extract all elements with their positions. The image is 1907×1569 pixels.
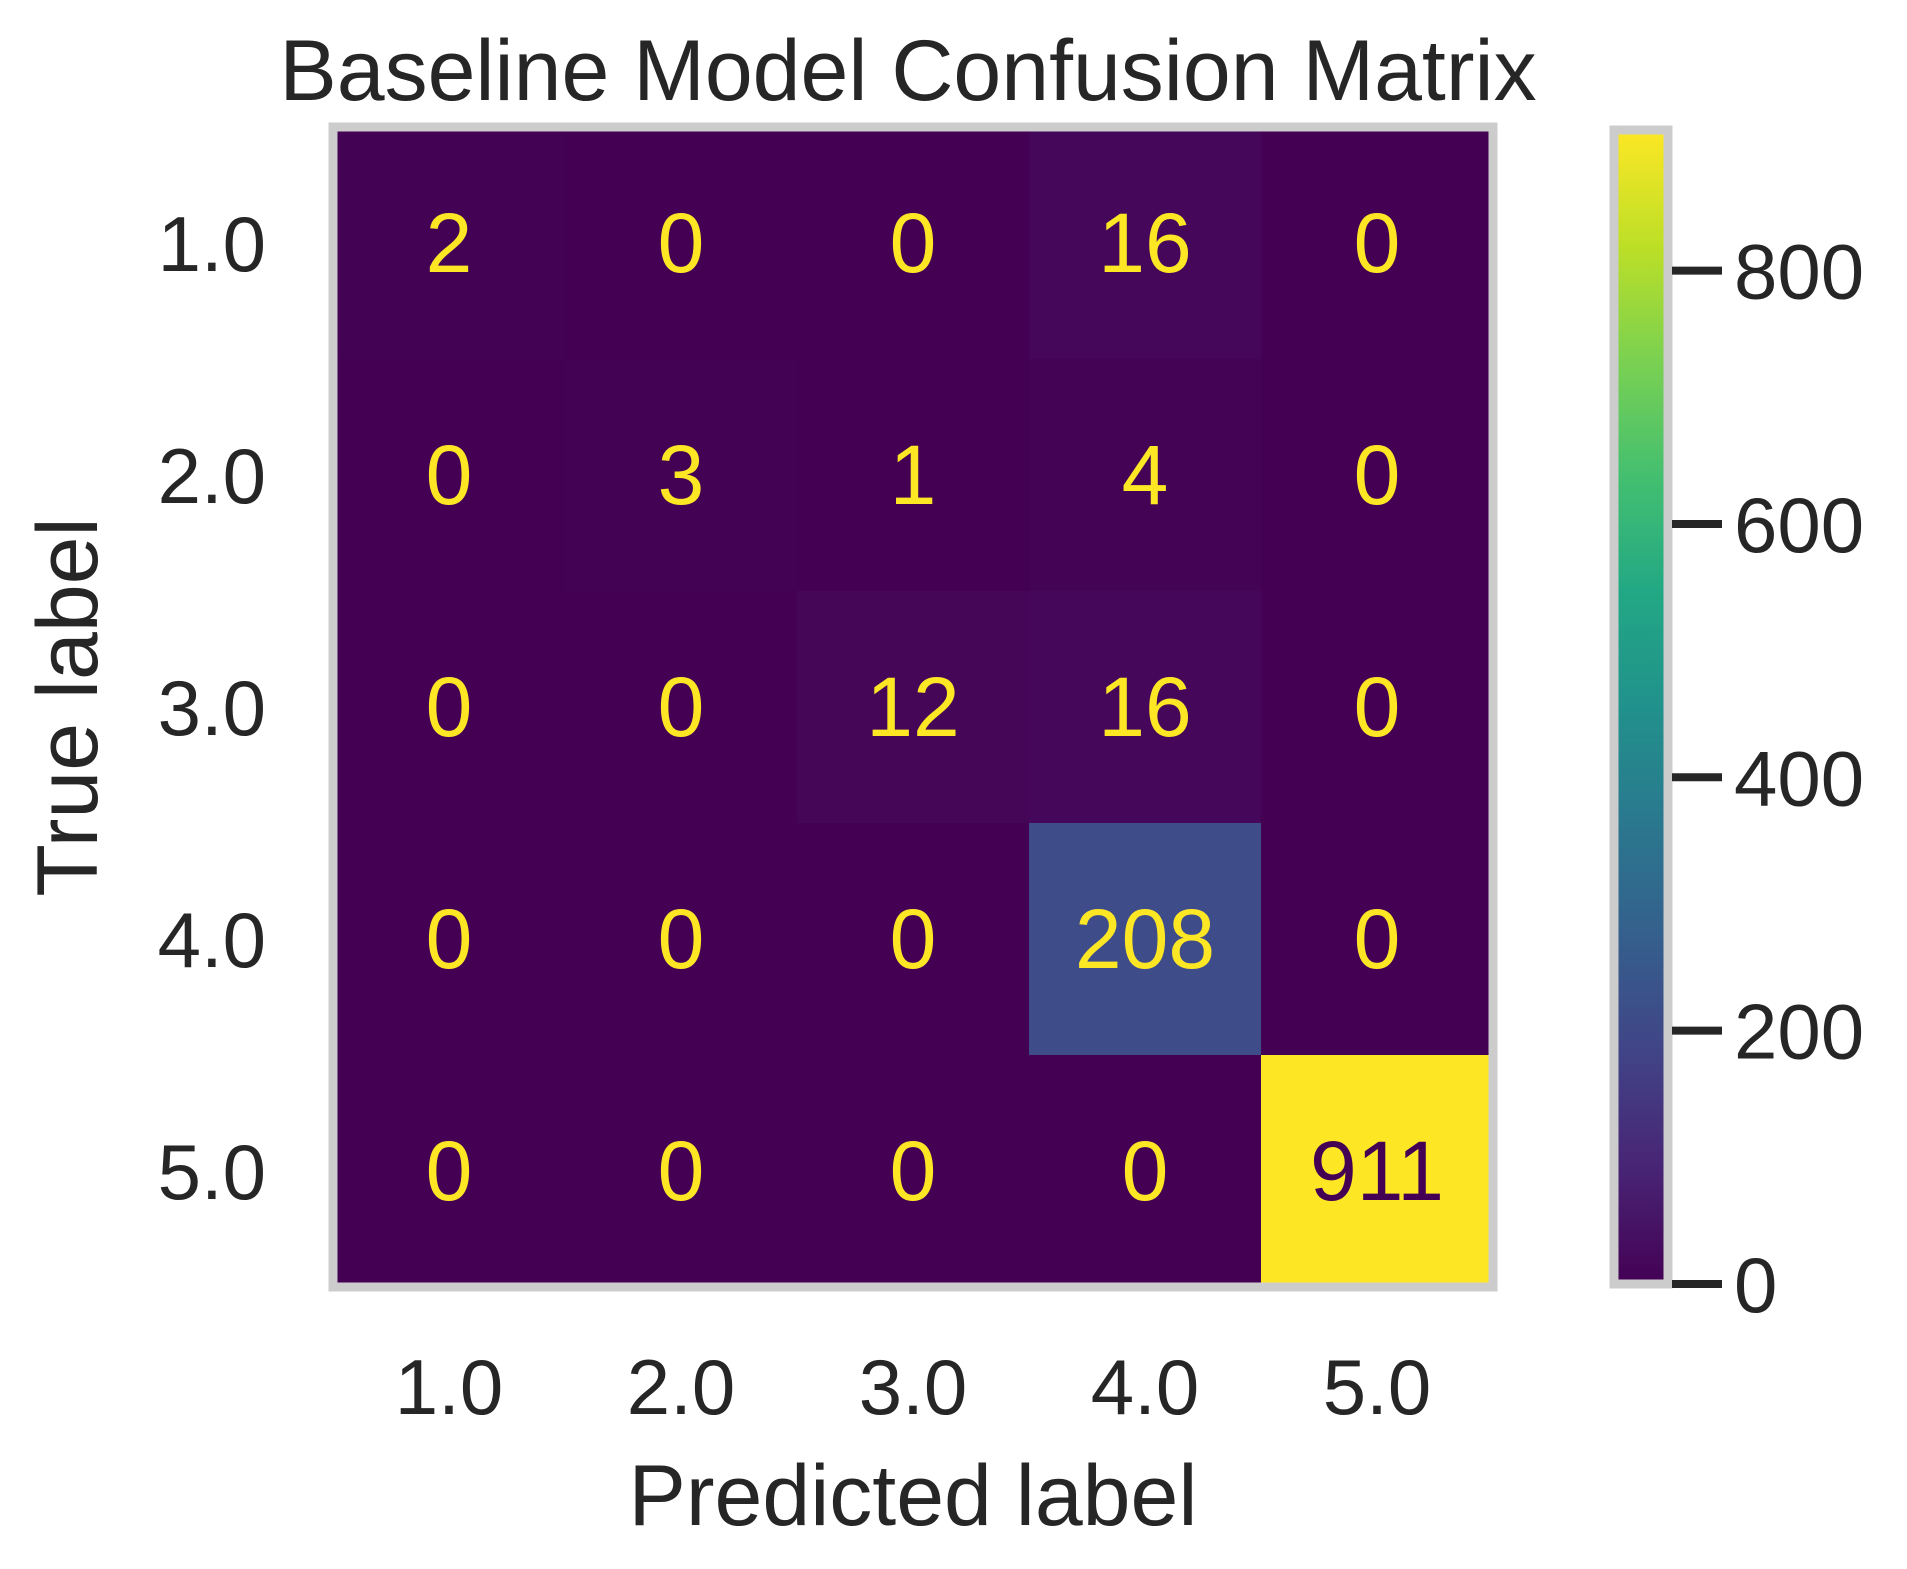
cell-value-labels: 2 0 0 16 0 0 3 1 4 0 0 0 12 16 0 0 0 0 208 0 0 0 0 0 911 xyxy=(426,196,1444,1218)
cell-value-r1-c5: 0 xyxy=(1354,196,1401,290)
cell-value-r3-c1: 0 xyxy=(426,660,473,754)
y-tick-label-3: 3.0 xyxy=(158,664,266,752)
y-axis-label: True label xyxy=(20,517,116,896)
y-tick-label-1: 1.0 xyxy=(158,200,266,288)
cell-value-r2-c5: 0 xyxy=(1354,428,1401,522)
y-tick-label-4: 4.0 xyxy=(158,896,266,984)
heatmap-cell-r4-c1 xyxy=(333,823,566,1056)
cell-value-r2-c1: 0 xyxy=(426,428,473,522)
cell-value-r5-c1: 0 xyxy=(426,1124,473,1218)
heatmap-cell-r3-c3 xyxy=(797,591,1030,824)
colorbar-frame xyxy=(1609,125,1673,1289)
x-axis-label: Predicted label xyxy=(629,1448,1198,1544)
heatmap-cell-r3-c4 xyxy=(1029,591,1262,824)
cell-value-r4-c5: 0 xyxy=(1354,892,1401,986)
y-tick-label-5: 5.0 xyxy=(158,1128,266,1216)
cell-value-r2-c4: 4 xyxy=(1122,428,1169,522)
heatmap-cell-r1-c4 xyxy=(1029,127,1262,360)
heatmap-cell-r4-c3 xyxy=(797,823,1030,1056)
cell-value-r4-c4: 208 xyxy=(1075,892,1215,986)
cell-value-r2-c3: 1 xyxy=(890,428,937,522)
heatmap-cell-r3-c1 xyxy=(333,591,566,824)
cell-value-r1-c2: 0 xyxy=(658,196,705,290)
colorbar-tick-label-400: 400 xyxy=(1734,734,1864,822)
plot-frame xyxy=(328,122,1498,1292)
x-tick-label-1: 1.0 xyxy=(395,1343,503,1431)
cell-value-r1-c3: 0 xyxy=(890,196,937,290)
y-tick-labels: 1.0 2.0 3.0 4.0 5.0 xyxy=(158,200,266,1216)
cell-value-r5-c2: 0 xyxy=(658,1124,705,1218)
heatmap-cell-r1-c3 xyxy=(797,127,1030,360)
heatmap-cell-r1-c1 xyxy=(333,127,566,360)
cell-value-r4-c1: 0 xyxy=(426,892,473,986)
colorbar-tick-label-0: 0 xyxy=(1734,1241,1777,1329)
heatmap-cell-r5-c3 xyxy=(797,1055,1030,1288)
x-tick-label-2: 2.0 xyxy=(627,1343,735,1431)
cell-value-r3-c5: 0 xyxy=(1354,660,1401,754)
colorbar-tick-label-200: 200 xyxy=(1734,988,1864,1076)
cell-value-r3-c3: 12 xyxy=(866,660,959,754)
heatmap-cell-r2-c4 xyxy=(1029,359,1262,592)
chart-title: Baseline Model Confusion Matrix xyxy=(279,23,1536,119)
heatmap-cell-r3-c2 xyxy=(565,591,798,824)
heatmap-cell-r4-c2 xyxy=(565,823,798,1056)
cell-value-r3-c2: 0 xyxy=(658,660,705,754)
heatmap-cell-r5-c2 xyxy=(565,1055,798,1288)
heatmap-cell-r3-c5 xyxy=(1261,591,1494,824)
heatmap-cell-r2-c3 xyxy=(797,359,1030,592)
heatmap-cell-r1-c2 xyxy=(565,127,798,360)
heatmap-cell-r4-c4 xyxy=(1029,823,1262,1056)
heatmap-cell-r2-c1 xyxy=(333,359,566,592)
y-tick-label-2: 2.0 xyxy=(158,432,266,520)
cell-value-r2-c2: 3 xyxy=(658,428,705,522)
heatmap-cell-r4-c5 xyxy=(1261,823,1494,1056)
heatmap-cell-r2-c2 xyxy=(565,359,798,592)
colorbar-tick-label-600: 600 xyxy=(1734,481,1864,569)
x-tick-label-4: 4.0 xyxy=(1091,1343,1199,1431)
x-tick-label-5: 5.0 xyxy=(1323,1343,1431,1431)
cell-value-r3-c4: 16 xyxy=(1098,660,1191,754)
heatmap-cells xyxy=(333,127,1494,1288)
heatmap-cell-r5-c5 xyxy=(1261,1055,1494,1288)
cell-value-r4-c2: 0 xyxy=(658,892,705,986)
heatmap-cell-r2-c5 xyxy=(1261,359,1494,592)
cell-value-r5-c5: 911 xyxy=(1310,1124,1444,1218)
x-tick-labels: 1.0 2.0 3.0 4.0 5.0 xyxy=(395,1343,1431,1431)
colorbar xyxy=(1614,130,1668,1284)
cell-value-r1-c1: 2 xyxy=(426,196,473,290)
colorbar-tick-label-800: 800 xyxy=(1734,228,1864,316)
cell-value-r4-c3: 0 xyxy=(890,892,937,986)
heatmap-cell-r5-c1 xyxy=(333,1055,566,1288)
cell-value-r5-c3: 0 xyxy=(890,1124,937,1218)
colorbar-ticks: 0 200 400 600 800 xyxy=(1672,228,1864,1329)
cell-value-r5-c4: 0 xyxy=(1122,1124,1169,1218)
x-tick-label-3: 3.0 xyxy=(859,1343,967,1431)
cell-value-r1-c4: 16 xyxy=(1098,196,1191,290)
heatmap-cell-r5-c4 xyxy=(1029,1055,1262,1288)
heatmap-cell-r1-c5 xyxy=(1261,127,1494,360)
